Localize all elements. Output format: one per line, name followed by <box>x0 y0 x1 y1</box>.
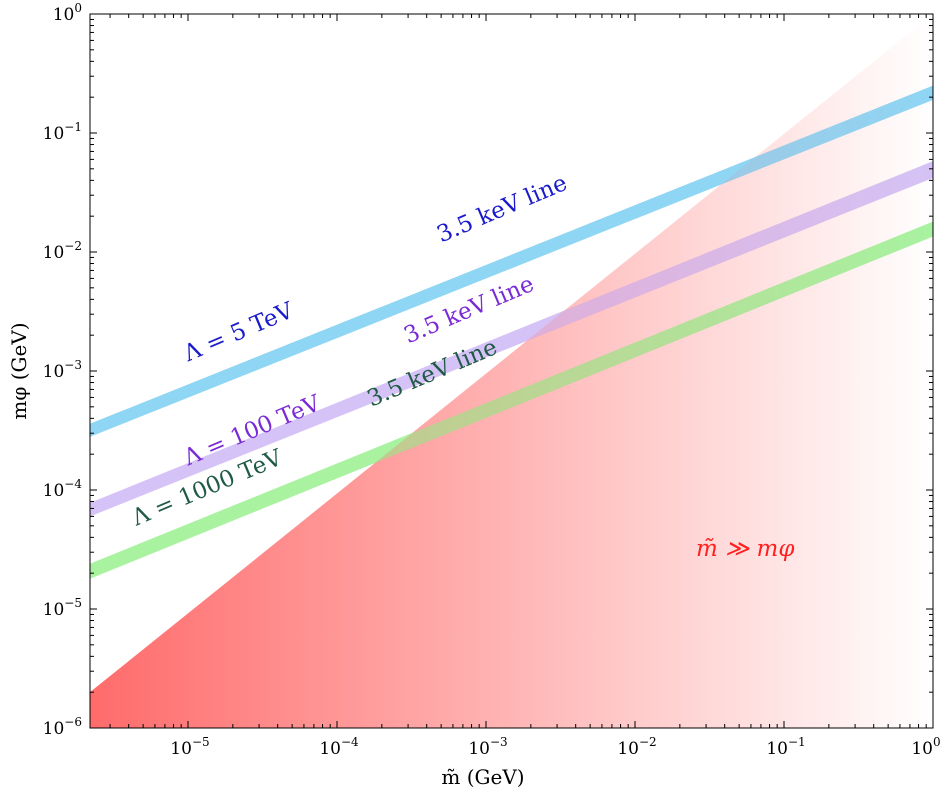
bands-overlay <box>90 85 933 579</box>
band-overlay-3 <box>90 221 933 579</box>
y-tick-label: 10−1 <box>43 120 82 144</box>
x-tick-label: 10−1 <box>766 735 805 759</box>
y-tick-label: 10−5 <box>43 596 82 620</box>
y-tick-label: 10−4 <box>43 477 83 501</box>
plot-frame: 10−5 10−4 10−3 10−2 10−1 100 10−6 10−5 10−4 10−3 1… <box>43 1 941 759</box>
region-label: m̃ ≫ mφ <box>696 536 795 562</box>
x-tick-label: 100 <box>911 735 940 759</box>
y-tick-label: 10−3 <box>43 358 82 382</box>
band-1-line-label: 3.5 keV line <box>433 170 571 248</box>
y-tick-label: 10−6 <box>43 715 82 739</box>
x-tick-label: 10−2 <box>617 735 656 759</box>
y-tick-label: 10−2 <box>43 239 82 263</box>
band-overlay-2 <box>90 161 933 517</box>
x-tick-label: 10−5 <box>170 735 209 759</box>
x-tick-label: 10−4 <box>319 735 359 759</box>
plot-area <box>90 14 933 728</box>
y-axis-label: mφ (GeV) <box>7 322 31 419</box>
x-axis-label: m̃ (GeV) <box>441 765 524 789</box>
y-tick-label: 100 <box>53 1 82 25</box>
axes-labels: m̃ (GeV) mφ (GeV) <box>7 322 525 789</box>
x-tick-label: 10−3 <box>468 735 507 759</box>
band-overlay-1 <box>90 85 933 437</box>
region-mtilde-gg-mphi <box>90 14 933 728</box>
